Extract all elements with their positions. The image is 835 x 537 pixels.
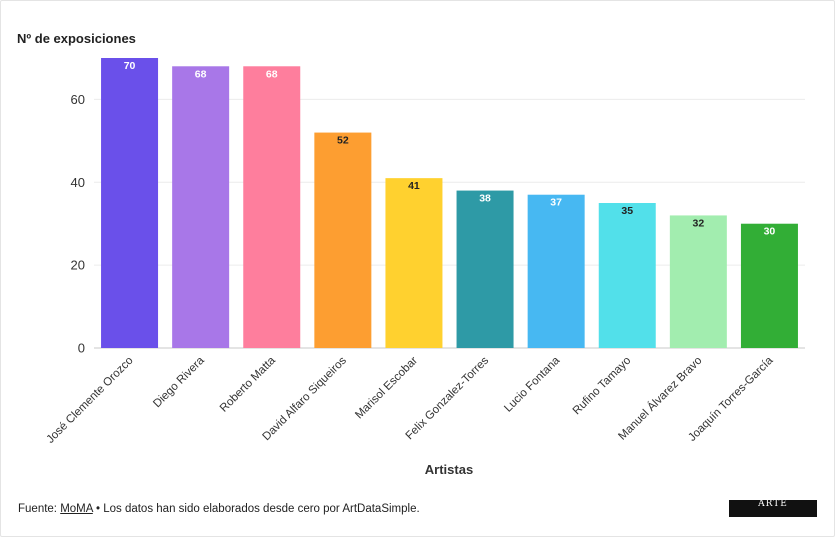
data-label: 41 (408, 180, 420, 192)
x-tick-label: David Alfaro Siqueiros (260, 354, 349, 443)
x-tick-label: Marisol Escobar (353, 355, 420, 422)
brand-logo: ARTE (729, 500, 817, 517)
bars (101, 58, 798, 349)
bar[interactable] (669, 215, 727, 348)
x-tick-label: Lucio Fontana (502, 354, 562, 414)
data-labels: 70 68 68 52 41 38 37 35 32 30 (124, 60, 776, 238)
bar[interactable] (172, 66, 230, 349)
footer-note: • Los datos han sido elaborados desde ce… (92, 503, 420, 515)
y-tick-label: 40 (71, 175, 85, 190)
data-label: 68 (195, 68, 207, 80)
x-tick-label: Roberto Matta (218, 354, 278, 414)
y-axis-title: Nº de exposiciones (17, 31, 136, 46)
x-tick-label: Felix Gonzalez-Torres (404, 354, 492, 442)
y-tick-label: 20 (71, 258, 85, 273)
bar[interactable] (385, 178, 443, 348)
y-tick-label: 0 (78, 341, 85, 356)
data-label: 38 (479, 193, 491, 205)
bar[interactable] (101, 58, 159, 348)
x-tick-label: Diego Rivera (151, 354, 207, 410)
data-label: 37 (550, 197, 562, 209)
data-label: 68 (266, 68, 278, 80)
x-tick-labels: José Clemente Orozco Diego Rivera Roberto … (44, 354, 776, 446)
source-link[interactable]: MoMA (60, 503, 93, 515)
footer-prefix: Fuente: (18, 503, 61, 515)
data-label: 35 (621, 205, 633, 217)
source-footer: Fuente: MoMA • Los datos han sido elabor… (18, 503, 420, 515)
bar[interactable] (243, 66, 301, 349)
y-tick-label: 60 (71, 92, 85, 107)
data-label: 52 (337, 135, 349, 147)
x-tick-label: José Clemente Orozco (44, 355, 135, 446)
x-tick-label: Rufino Tamayo (571, 355, 634, 418)
bar[interactable] (456, 190, 514, 348)
bar[interactable] (598, 203, 656, 348)
bar[interactable] (527, 194, 585, 348)
bar[interactable] (740, 223, 798, 348)
data-label: 70 (124, 60, 136, 72)
x-axis-title: Artistas (425, 462, 473, 477)
y-tick-labels: 0 20 40 60 (71, 92, 85, 356)
logo-text: ARTE (758, 500, 788, 509)
bar[interactable] (314, 132, 372, 348)
data-label: 30 (764, 226, 776, 238)
data-label: 32 (693, 217, 705, 229)
